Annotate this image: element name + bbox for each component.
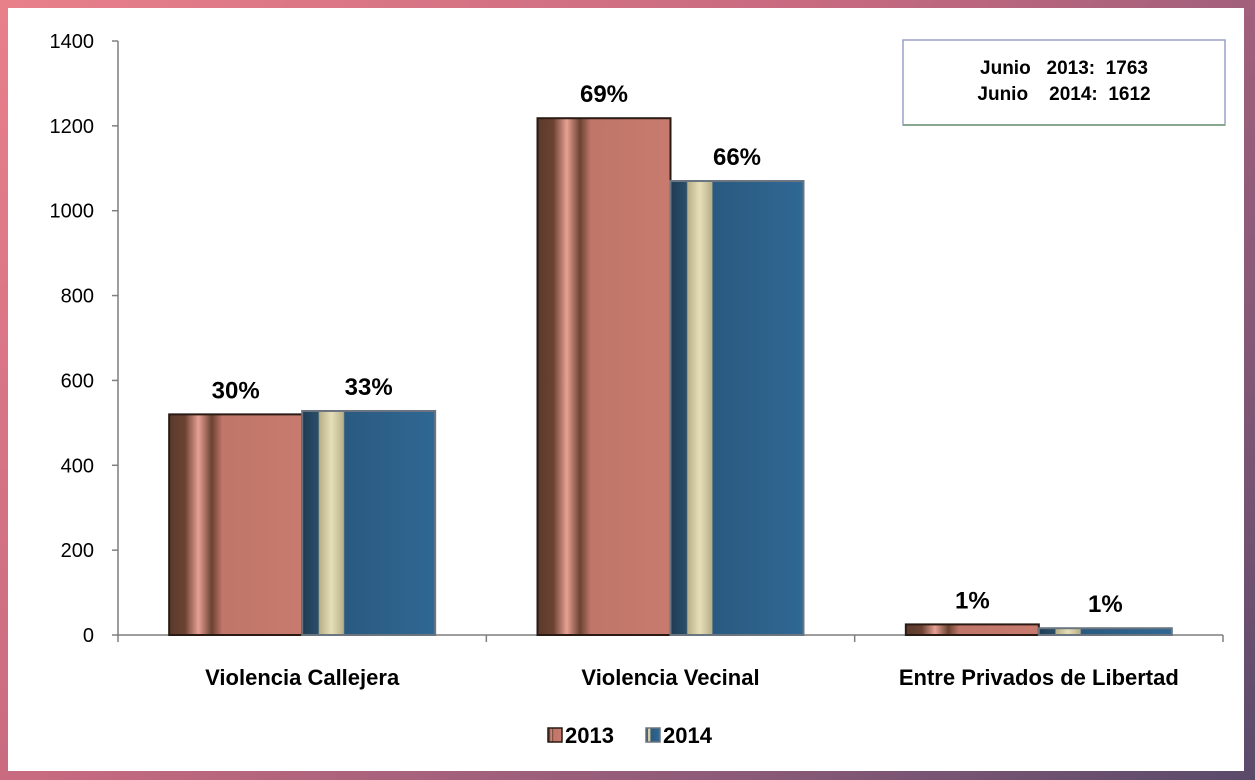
legend: 2013 2014	[547, 723, 713, 748]
data-label: 33%	[345, 374, 393, 401]
note-line-2: Junio 2014: 1612	[977, 84, 1150, 105]
y-tick-label: 1000	[50, 201, 95, 223]
y-tick-label: 0	[83, 625, 94, 647]
note-box: Junio 2013: 1763 Junio 2014: 1612	[902, 39, 1226, 126]
note-line-1: Junio 2013: 1763	[980, 58, 1148, 79]
data-labels: 30% 33% 69% 66% 1% 1%	[212, 81, 1123, 618]
data-label: 1%	[1088, 591, 1123, 618]
bar-2013-0	[168, 413, 304, 636]
y-tick-label: 400	[61, 455, 94, 477]
y-tick-label: 1200	[50, 116, 95, 138]
chart-frame: 0 200 400 600 800 1000 1200 1400 Violencia Calle…	[8, 8, 1244, 771]
y-tick-label: 800	[61, 286, 94, 308]
bars	[168, 117, 1173, 637]
bar-2013-2	[904, 623, 1040, 637]
bar-2013-1	[536, 117, 672, 637]
y-tick-label: 200	[61, 540, 94, 562]
data-label: 66%	[713, 144, 761, 171]
bar-2014-0	[301, 409, 437, 636]
x-category-label: Entre Privados de Libertad	[899, 665, 1179, 690]
legend-label-2014: 2014	[663, 723, 713, 748]
legend-label-2013: 2013	[565, 723, 614, 748]
bar-2014-2	[1037, 627, 1173, 636]
x-category-label: Violencia Callejera	[205, 665, 400, 690]
legend-swatch-2014	[645, 727, 661, 743]
y-tick-label: 1400	[50, 31, 95, 53]
data-label: 30%	[212, 377, 260, 404]
data-label: 69%	[580, 81, 628, 108]
y-tick-label: 600	[61, 370, 94, 392]
legend-swatch-2013	[547, 727, 563, 743]
bar-2014-1	[669, 180, 805, 636]
data-label: 1%	[955, 587, 990, 614]
x-category-label: Violencia Vecinal	[581, 665, 759, 690]
axes: 0 200 400 600 800 1000 1200 1400 Violencia Calle…	[50, 31, 1224, 690]
bar-chart: 0 200 400 600 800 1000 1200 1400 Violencia Calle…	[50, 31, 1226, 748]
